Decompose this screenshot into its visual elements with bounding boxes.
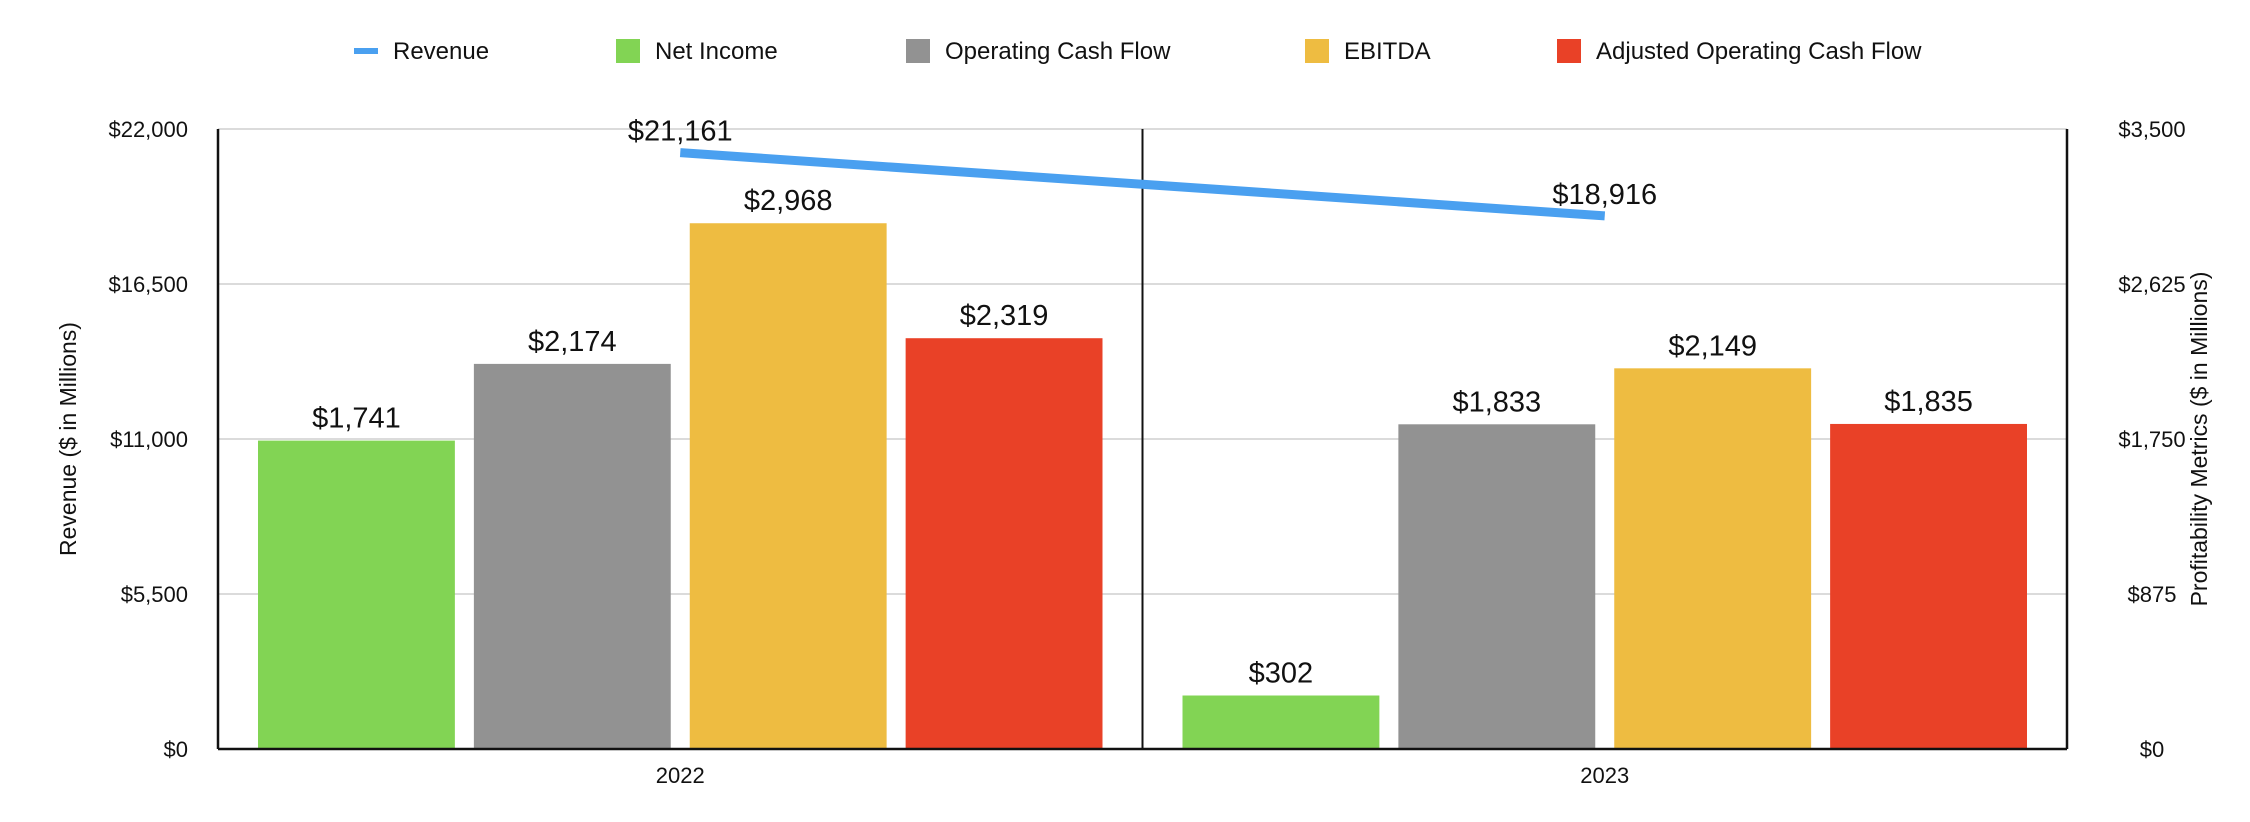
right-tick-label: $875 <box>2128 582 2177 607</box>
bars-group <box>258 223 2027 750</box>
right-tick-label: $0 <box>2140 737 2164 762</box>
legend-swatch <box>1557 39 1581 63</box>
left-tick-label: $5,500 <box>121 582 188 607</box>
bar-data-label: $2,319 <box>960 300 1049 332</box>
x-tick-label: 2022 <box>656 763 705 788</box>
left-tick-label: $16,500 <box>108 272 188 297</box>
legend-label: Revenue <box>393 38 489 65</box>
bar-net-income <box>258 440 455 749</box>
bar-net-income <box>1182 695 1380 749</box>
axes: $0 $5,500 $11,000 $16,500 $22,000 $0 $875 $1,75… <box>108 117 2185 788</box>
legend-label: EBITDA <box>1344 38 1431 65</box>
bar-data-label: $1,835 <box>1884 386 1973 418</box>
legend-swatch <box>1305 39 1329 63</box>
revenue-line-group <box>679 148 1606 221</box>
left-tick-label: $0 <box>164 737 188 762</box>
bar-adjusted-operating-cash-flow <box>905 338 1103 749</box>
bar-data-label: $2,174 <box>528 326 617 358</box>
bar-data-label: $302 <box>1249 658 1314 690</box>
legend-label: Adjusted Operating Cash Flow <box>1596 38 1922 65</box>
bar-adjusted-operating-cash-flow <box>1830 423 2027 749</box>
bar-data-label: $2,149 <box>1668 330 1757 362</box>
revenue-line <box>679 148 1606 221</box>
bar-data-label: $1,741 <box>312 403 401 435</box>
legend-label: Operating Cash Flow <box>945 38 1171 65</box>
left-tick-label: $11,000 <box>110 427 188 452</box>
right-tick-label: $2,625 <box>2118 272 2185 297</box>
x-tick-label: 2023 <box>1580 763 1629 788</box>
right-axis-title: Profitability Metrics ($ in Millions) <box>2186 272 2212 607</box>
bar-data-label: $1,833 <box>1452 386 1541 418</box>
legend-line-marker <box>354 48 378 54</box>
right-tick-label: $3,500 <box>2118 117 2185 142</box>
legend-swatch <box>616 39 640 63</box>
legend: Revenue Net Income Operating Cash Flow EBIT… <box>354 38 1922 65</box>
legend-swatch <box>906 39 930 63</box>
legend-label: Net Income <box>655 38 778 65</box>
left-axis-title: Revenue ($ in Millions) <box>55 322 81 556</box>
right-tick-label: $1,750 <box>2118 427 2185 452</box>
left-tick-label: $22,000 <box>108 117 188 142</box>
bar-operating-cash-flow <box>473 363 671 749</box>
bar-ebitda <box>1614 368 1812 749</box>
bar-data-label: $2,968 <box>744 185 833 217</box>
data-labels: $1,741 $2,174 $2,968 $2,319 $302 $1,833 $2,149… <box>312 116 1973 690</box>
revenue-data-label: $21,161 <box>628 116 733 148</box>
bar-ebitda <box>689 223 887 750</box>
bar-operating-cash-flow <box>1398 424 1596 749</box>
revenue-data-label: $18,916 <box>1552 179 1657 211</box>
